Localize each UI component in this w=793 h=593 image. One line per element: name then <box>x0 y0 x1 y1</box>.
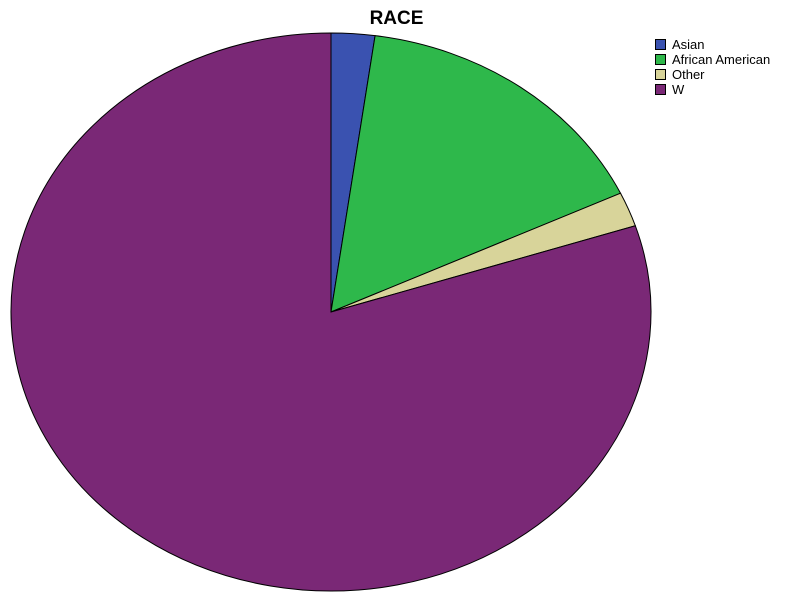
legend-swatch <box>655 69 666 80</box>
chart-title: RACE <box>369 8 424 29</box>
pie-slice-african-american <box>330 35 622 313</box>
legend-label: W <box>672 82 685 97</box>
legend-label: Other <box>672 67 705 82</box>
legend: Asian African American Other W <box>655 37 770 97</box>
legend-item: Asian <box>655 37 770 52</box>
legend-swatch <box>655 84 666 95</box>
legend-item: African American <box>655 52 770 67</box>
legend-swatch <box>655 54 666 65</box>
legend-label: African American <box>672 52 771 67</box>
legend-item: W <box>655 82 770 97</box>
legend-label: Asian <box>672 37 705 52</box>
legend-swatch <box>655 39 666 50</box>
pie-slice-w <box>10 32 652 592</box>
legend-item: Other <box>655 67 770 82</box>
